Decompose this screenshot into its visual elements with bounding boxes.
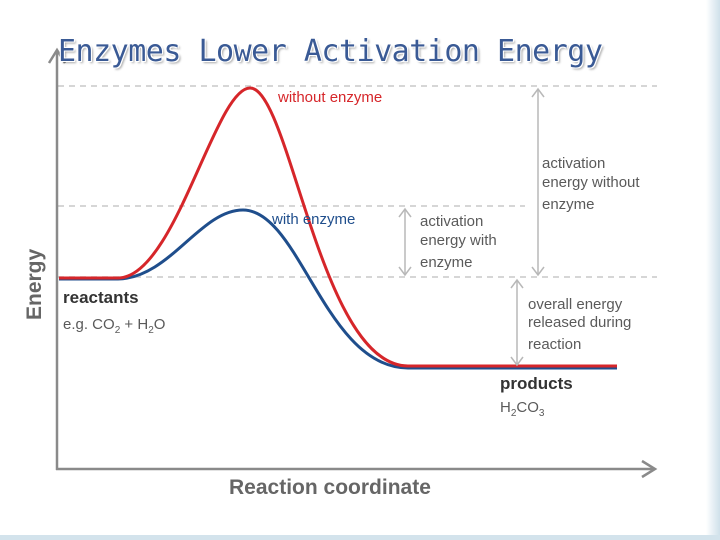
label-with-enzyme: with enzyme <box>271 211 355 228</box>
annotation-overall-line-3: reaction <box>528 336 581 353</box>
curve-without-enzyme <box>59 86 617 368</box>
slide-bottom-border <box>0 535 720 540</box>
annotation-activation-without-line-2: energy without <box>542 174 640 191</box>
y-axis-arrowhead <box>47 47 67 64</box>
annotation-activation-without-line-3: enzyme <box>542 196 595 213</box>
products-title: products <box>500 374 573 393</box>
arrow-overall-released <box>510 278 524 367</box>
arrow-activation-with <box>398 207 412 277</box>
annotation-activation-without-line-1: activation <box>542 155 605 172</box>
slide-edge-decoration <box>706 0 720 540</box>
reactants-example: e.g. CO2 + H2O <box>63 316 165 336</box>
y-axis-label: Energy <box>23 248 46 320</box>
label-without-enzyme: without enzyme <box>277 89 382 106</box>
annotation-overall-line-1: overall energy <box>528 296 623 313</box>
slide-title: Enzymes Lower Activation Energy <box>58 34 603 69</box>
curve-with-enzyme <box>59 208 617 370</box>
reactants-title: reactants <box>63 288 139 307</box>
arrow-activation-without <box>531 87 545 277</box>
products-formula: H2CO3 <box>500 399 545 419</box>
annotation-activation-with-line-2: energy with <box>420 232 497 249</box>
x-axis-arrowhead <box>641 459 658 479</box>
x-axis-label: Reaction coordinate <box>229 476 431 499</box>
annotation-activation-with-line-3: enzyme <box>420 254 473 271</box>
annotation-overall-line-2: released during <box>528 314 631 331</box>
annotation-activation-with-line-1: activation <box>420 213 483 230</box>
